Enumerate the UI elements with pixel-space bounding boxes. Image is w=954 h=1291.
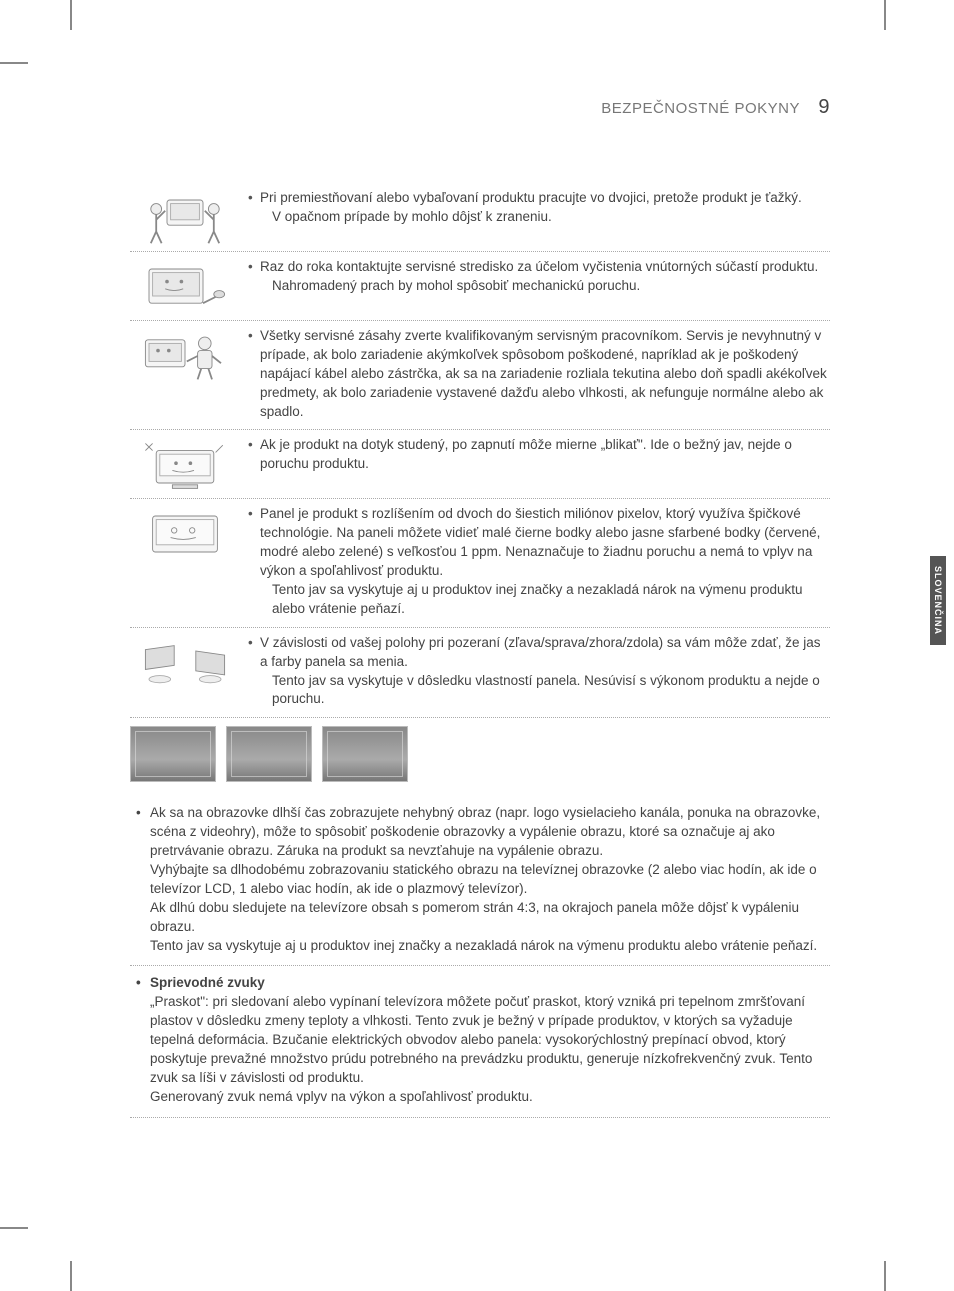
row-text: Raz do roka kontaktujte servisné stredis… <box>240 258 830 314</box>
lower-line: Vyhýbajte sa dlhodobému zobrazovaniu sta… <box>130 861 830 899</box>
crop-mark <box>70 1261 72 1291</box>
sub-text: Tento jav sa vyskytuje v dôsledku vlastn… <box>260 672 830 710</box>
carry-icon <box>130 189 240 245</box>
header-title: BEZPEČNOSTNÉ POKYNY <box>601 100 799 117</box>
lower-item: Sprievodné zvuky „Praskot": pri sledovan… <box>130 966 830 1117</box>
clean-icon <box>130 258 240 314</box>
safety-row: Panel je produkt s rozlíšením od dvoch d… <box>130 499 830 627</box>
crop-mark <box>884 1261 886 1291</box>
lower-section: Ak sa na obrazovke dlhší čas zobrazujete… <box>130 796 830 1117</box>
sub-text: Nahromadený prach by mohol spôsobiť mech… <box>260 277 830 296</box>
page-content: BEZPEČNOSTNÉ POKYNY 9 Pri premiestňovaní… <box>130 96 830 1118</box>
row-text: Všetky servisné zásahy zverte kvalifikov… <box>240 327 830 423</box>
bullet-text: Pri premiestňovaní alebo vybaľovaní prod… <box>260 190 802 205</box>
safety-row: Všetky servisné zásahy zverte kvalifikov… <box>130 321 830 430</box>
screen-thumbnail <box>322 726 408 782</box>
bullet-text: V závislosti od vašej polohy pri pozeran… <box>260 635 821 669</box>
viewing-angle-icon <box>130 634 240 712</box>
safety-row: Pri premiestňovaní alebo vybaľovaní prod… <box>130 183 830 252</box>
lower-lead: Ak sa na obrazovke dlhší čas zobrazujete… <box>130 804 830 861</box>
sub-text: V opačnom prípade by mohlo dôjsť k zrane… <box>260 208 830 227</box>
row-text: V závislosti od vašej polohy pri pozeran… <box>240 634 830 712</box>
lower-line: Tento jav sa vyskytuje aj u produktov in… <box>130 937 830 956</box>
bullet-text: Raz do roka kontaktujte servisné stredis… <box>260 259 818 274</box>
language-tab: SLOVENČINA <box>930 556 946 645</box>
bullet-text: Panel je produkt s rozlíšením od dvoch d… <box>260 506 820 578</box>
safety-row: V závislosti od vašej polohy pri pozeran… <box>130 628 830 719</box>
bullet-text: Všetky servisné zásahy zverte kvalifikov… <box>260 328 827 419</box>
screen-thumbnail <box>226 726 312 782</box>
row-text: Panel je produkt s rozlíšením od dvoch d… <box>240 505 830 620</box>
lower-title: Sprievodné zvuky <box>130 974 830 993</box>
row-text: Ak je produkt na dotyk studený, po zapnu… <box>240 436 830 492</box>
lower-line: Ak dlhú dobu sledujete na televízore obs… <box>130 899 830 937</box>
crop-mark <box>0 1227 28 1229</box>
thumbnail-row <box>130 718 830 796</box>
pixel-icon <box>130 505 240 620</box>
sub-text: Tento jav sa vyskytuje aj u produktov in… <box>260 581 830 619</box>
bullet-text: Ak je produkt na dotyk studený, po zapnu… <box>260 437 792 471</box>
page-number: 9 <box>818 96 830 118</box>
cold-icon <box>130 436 240 492</box>
crop-mark <box>0 62 28 64</box>
crop-mark <box>884 0 886 30</box>
lower-line: Generovaný zvuk nemá vplyv na výkon a sp… <box>130 1088 830 1107</box>
row-text: Pri premiestňovaní alebo vybaľovaní prod… <box>240 189 830 245</box>
safety-row: Raz do roka kontaktujte servisné stredis… <box>130 252 830 321</box>
screen-thumbnail <box>130 726 216 782</box>
lower-line: „Praskot": pri sledovaní alebo vypínaní … <box>130 993 830 1087</box>
crop-mark <box>70 0 72 30</box>
safety-row: Ak je produkt na dotyk studený, po zapnu… <box>130 430 830 499</box>
service-icon <box>130 327 240 423</box>
lower-item: Ak sa na obrazovke dlhší čas zobrazujete… <box>130 796 830 966</box>
page-header: BEZPEČNOSTNÉ POKYNY 9 <box>130 96 830 119</box>
